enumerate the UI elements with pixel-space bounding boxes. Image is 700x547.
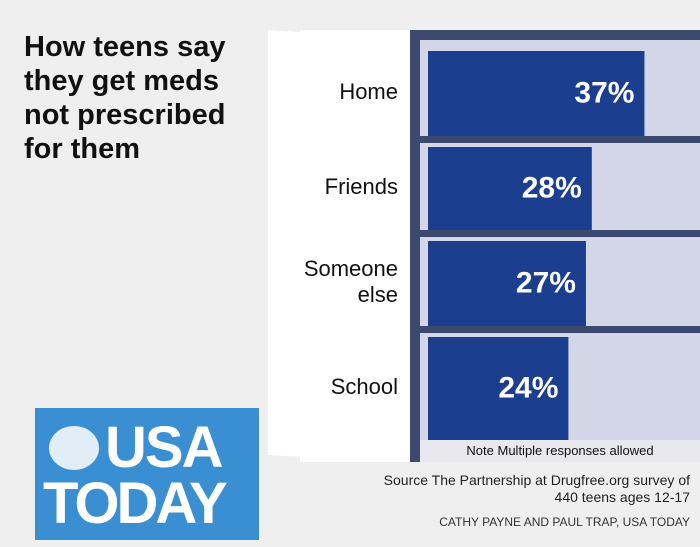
category-label: Home (278, 79, 398, 105)
page: 37% 28% 27% 24% How teens say they get meds… (0, 0, 700, 547)
logo-globe (49, 426, 99, 470)
shelf (420, 230, 700, 237)
chart-title: How teens say they get meds not prescrib… (24, 30, 244, 166)
credit: CATHY PAYNE AND PAUL TRAP, USA TODAY (380, 515, 690, 529)
value-label: 27% (516, 267, 576, 300)
category-label: Friends (278, 174, 398, 200)
source: Source The Partnership at Drugfree.org s… (380, 472, 690, 506)
category-label: Someone else (278, 256, 398, 308)
shelf (420, 326, 700, 333)
value-label: 24% (498, 372, 558, 405)
logo-text: TODAY (43, 470, 225, 537)
logo: USA TODAY (35, 408, 259, 540)
value-label: 37% (574, 77, 634, 110)
category-label: School (278, 374, 398, 400)
shelf (420, 136, 700, 143)
note: Note Multiple responses allowed (420, 443, 700, 458)
value-label: 28% (522, 172, 582, 205)
